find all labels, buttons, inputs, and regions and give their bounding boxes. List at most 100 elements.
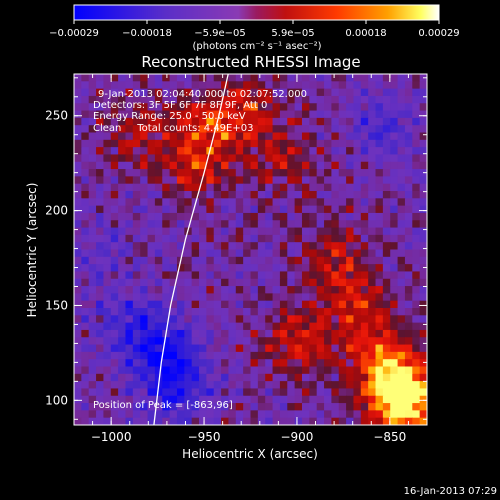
heatmap-cell bbox=[81, 183, 90, 192]
heatmap-cell bbox=[390, 315, 399, 324]
heatmap-cell bbox=[257, 242, 266, 251]
heatmap-cell bbox=[176, 395, 185, 404]
heatmap-cell bbox=[272, 74, 281, 82]
heatmap-cell bbox=[88, 329, 97, 338]
heatmap-cell bbox=[375, 132, 384, 141]
heatmap-cell bbox=[346, 351, 355, 360]
heatmap-cell bbox=[265, 359, 274, 368]
heatmap-cell bbox=[382, 234, 391, 243]
heatmap-cell bbox=[184, 373, 193, 382]
heatmap-cell bbox=[404, 227, 413, 236]
heatmap-cell bbox=[221, 227, 230, 236]
heatmap-cell bbox=[243, 278, 252, 287]
heatmap-cell bbox=[221, 117, 230, 126]
heatmap-cell bbox=[169, 161, 178, 170]
heatmap-cell bbox=[324, 147, 332, 156]
heatmap-cell bbox=[96, 359, 105, 368]
heatmap-cell bbox=[419, 329, 427, 338]
heatmap-cell bbox=[309, 183, 318, 192]
heatmap-cell bbox=[125, 220, 134, 229]
heatmap-cell bbox=[96, 410, 105, 419]
heatmap-cell bbox=[331, 344, 340, 353]
heatmap-cell bbox=[191, 81, 200, 90]
heatmap-cell bbox=[74, 337, 82, 346]
heatmap-cell bbox=[287, 293, 296, 302]
heatmap-cell bbox=[132, 198, 141, 207]
heatmap-cell bbox=[206, 169, 215, 177]
heatmap-cell bbox=[390, 198, 399, 207]
heatmap-cell bbox=[243, 293, 252, 302]
heatmap-cell bbox=[74, 395, 82, 404]
heatmap-cell bbox=[324, 88, 332, 97]
heatmap-cell bbox=[221, 359, 230, 368]
heatmap-cell bbox=[206, 132, 215, 141]
heatmap-cell bbox=[279, 139, 288, 148]
heatmap-cell bbox=[125, 125, 134, 134]
heatmap-cell bbox=[368, 388, 377, 397]
heatmap-cell bbox=[250, 395, 259, 404]
heatmap-cell bbox=[338, 205, 347, 214]
heatmap-cell bbox=[316, 191, 325, 199]
heatmap-cell bbox=[360, 198, 369, 207]
heatmap-cell bbox=[346, 110, 355, 119]
heatmap-cell bbox=[235, 286, 244, 294]
heatmap-cell bbox=[390, 117, 399, 126]
heatmap-cell bbox=[272, 198, 281, 207]
heatmap-cell bbox=[301, 373, 310, 382]
heatmap-cell bbox=[324, 74, 332, 82]
heatmap-cell bbox=[353, 249, 362, 258]
heatmap-cell bbox=[118, 278, 127, 287]
heatmap-cell bbox=[338, 212, 347, 221]
heatmap-cell bbox=[338, 139, 347, 148]
heatmap-cell bbox=[301, 322, 310, 331]
heatmap-cell bbox=[147, 410, 156, 419]
heatmap-cell bbox=[257, 183, 266, 192]
heatmap-cell bbox=[353, 220, 362, 229]
heatmap-cell bbox=[412, 410, 421, 419]
heatmap-cell bbox=[375, 351, 384, 360]
heatmap-cell bbox=[250, 366, 259, 375]
heatmap-cell bbox=[103, 110, 112, 119]
heatmap-cell bbox=[294, 191, 303, 199]
heatmap-cell bbox=[360, 169, 369, 177]
heatmap-cell bbox=[243, 176, 252, 185]
heatmap-cell bbox=[287, 322, 296, 331]
heatmap-cell bbox=[397, 161, 406, 170]
heatmap-cell bbox=[324, 103, 332, 112]
heatmap-cell bbox=[140, 351, 149, 360]
heatmap-cell bbox=[272, 315, 281, 324]
y-tick-label: 250 bbox=[45, 109, 68, 123]
heatmap-cell bbox=[346, 403, 355, 411]
heatmap-cell bbox=[88, 81, 97, 90]
heatmap-cell bbox=[176, 366, 185, 375]
heatmap-cell bbox=[324, 351, 332, 360]
heatmap-cell bbox=[88, 410, 97, 419]
heatmap-cell bbox=[265, 191, 274, 199]
heatmap-cell bbox=[397, 410, 406, 419]
heatmap-cell bbox=[140, 198, 149, 207]
heatmap-cell bbox=[169, 308, 178, 316]
heatmap-cell bbox=[346, 88, 355, 97]
heatmap-cell bbox=[331, 169, 340, 177]
heatmap-cell bbox=[360, 300, 369, 309]
heatmap-cell bbox=[221, 351, 230, 360]
heatmap-cell bbox=[162, 88, 171, 97]
heatmap-cell bbox=[294, 351, 303, 360]
heatmap-cell bbox=[368, 81, 377, 90]
heatmap-cell bbox=[287, 242, 296, 251]
heatmap-cell bbox=[287, 388, 296, 397]
heatmap-cell bbox=[184, 410, 193, 419]
heatmap-cell bbox=[103, 183, 112, 192]
heatmap-cell bbox=[412, 154, 421, 163]
heatmap-cell bbox=[390, 110, 399, 119]
heatmap-cell bbox=[184, 191, 193, 199]
heatmap-cell bbox=[118, 315, 127, 324]
heatmap-cell bbox=[74, 388, 82, 397]
heatmap-cell bbox=[221, 212, 230, 221]
heatmap-cell bbox=[368, 154, 377, 163]
heatmap-cell bbox=[375, 234, 384, 243]
heatmap-cell bbox=[294, 95, 303, 104]
heatmap-cell bbox=[382, 373, 391, 382]
heatmap-cell bbox=[221, 417, 230, 425]
heatmap-cell bbox=[404, 366, 413, 375]
